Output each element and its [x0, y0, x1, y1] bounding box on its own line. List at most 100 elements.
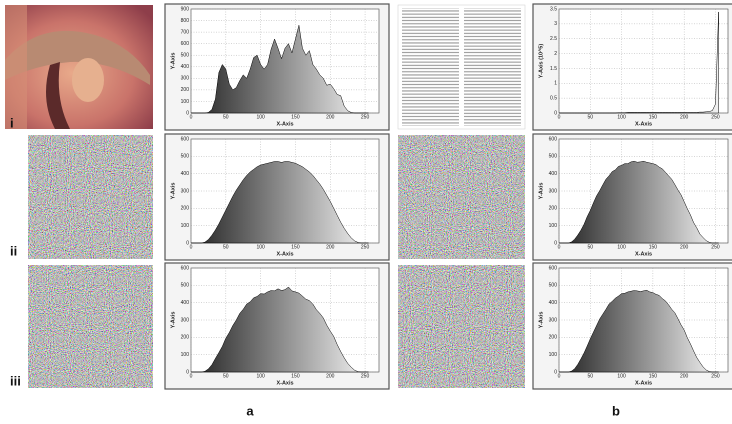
y-tick-label: 0.5: [550, 95, 557, 101]
x-tick-label: 250: [361, 244, 370, 250]
document-image: [397, 4, 526, 130]
y-tick-label: 0: [554, 240, 557, 246]
x-tick-label: 50: [223, 114, 229, 120]
x-tick-label: 100: [617, 373, 626, 379]
y-tick-label: 700: [181, 29, 190, 35]
x-tick-label: 50: [588, 244, 594, 250]
x-tick-label: 50: [223, 373, 229, 379]
x-tick-label: 250: [361, 373, 370, 379]
y-tick-label: 600: [181, 136, 190, 142]
y-axis-label: Y-Axis: [538, 312, 544, 329]
encrypted-image: [398, 265, 525, 388]
x-tick-label: 100: [256, 373, 265, 379]
encrypted-image: [398, 135, 525, 259]
row-label: i: [10, 115, 14, 130]
y-tick-label: 600: [549, 136, 558, 142]
y-axis-label: Y-Axis: [170, 312, 176, 329]
y-tick-label: 0: [186, 240, 189, 246]
x-tick-label: 50: [588, 373, 594, 379]
x-tick-label: 0: [190, 114, 193, 120]
y-tick-label: 3: [554, 21, 557, 27]
x-tick-label: 250: [711, 114, 720, 120]
y-tick-label: 500: [181, 53, 190, 59]
y-tick-label: 0: [186, 369, 189, 375]
column-label: b: [612, 403, 620, 418]
y-tick-label: 800: [181, 18, 190, 24]
histogram-chart: 0 100 200 300 400 500 600 700 800 900 0 50 100 150 200…: [164, 3, 390, 131]
y-axis-label: Y-Axis: [170, 183, 176, 200]
encrypted-image: [28, 135, 153, 259]
x-tick-label: 0: [190, 373, 193, 379]
histogram-chart: 0 100 200 300 400 500 600 0 50 100 150 200 250 X-Axis…: [164, 133, 390, 261]
row-label: ii: [10, 243, 17, 258]
histogram-area: [191, 286, 369, 373]
column-label: a: [246, 403, 254, 418]
x-axis-label: X-Axis: [635, 251, 652, 257]
y-tick-label: 3.5: [550, 6, 557, 12]
y-tick-label: 200: [549, 335, 558, 341]
y-tick-label: 300: [181, 188, 190, 194]
histogram-area: [559, 160, 719, 244]
x-tick-label: 150: [649, 114, 658, 120]
y-tick-label: 300: [181, 76, 190, 82]
y-tick-label: 2: [554, 51, 557, 57]
y-tick-label: 200: [549, 206, 558, 212]
plot-area: [558, 8, 729, 114]
x-tick-label: 0: [558, 373, 561, 379]
y-tick-label: 100: [549, 223, 558, 229]
x-tick-label: 200: [326, 114, 335, 120]
y-axis-label: Y-Axis: [170, 53, 176, 70]
y-tick-label: 200: [181, 87, 190, 93]
y-tick-label: 500: [181, 283, 190, 289]
histogram-area: [191, 25, 369, 114]
y-tick-label: 2.5: [550, 36, 557, 42]
x-tick-label: 100: [256, 114, 265, 120]
x-axis-label: X-Axis: [635, 380, 652, 386]
y-tick-label: 400: [181, 171, 190, 177]
y-tick-label: 200: [181, 206, 190, 212]
x-tick-label: 250: [361, 114, 370, 120]
x-tick-label: 200: [680, 114, 689, 120]
x-tick-label: 100: [617, 114, 626, 120]
row-label: iii: [10, 373, 21, 388]
y-tick-label: 300: [181, 317, 190, 323]
x-tick-label: 250: [711, 373, 720, 379]
x-tick-label: 250: [711, 244, 720, 250]
x-axis-label: X-Axis: [276, 380, 293, 386]
histogram-area: [559, 289, 719, 373]
x-tick-label: 100: [617, 244, 626, 250]
x-tick-label: 150: [291, 114, 300, 120]
histogram-chart: 0 100 200 300 400 500 600 0 50 100 150 200 250 X-Axis…: [532, 133, 732, 261]
y-tick-label: 400: [181, 64, 190, 70]
x-tick-label: 200: [680, 244, 689, 250]
y-tick-label: 200: [181, 335, 190, 341]
x-tick-label: 50: [588, 114, 594, 120]
x-tick-label: 150: [649, 244, 658, 250]
y-tick-label: 300: [549, 317, 558, 323]
y-tick-label: 100: [181, 223, 190, 229]
y-tick-label: 100: [181, 352, 190, 358]
histogram-area: [559, 11, 719, 114]
y-tick-label: 500: [549, 283, 558, 289]
x-tick-label: 150: [291, 373, 300, 379]
y-tick-label: 900: [181, 6, 190, 12]
x-tick-label: 200: [680, 373, 689, 379]
y-tick-label: 600: [549, 265, 558, 271]
y-tick-label: 500: [181, 154, 190, 160]
lena-image: [5, 5, 153, 129]
y-tick-label: 400: [549, 171, 558, 177]
x-tick-label: 150: [291, 244, 300, 250]
y-tick-label: 1: [554, 81, 557, 87]
y-axis-label: Y-Axis (10^5): [538, 44, 544, 79]
y-tick-label: 400: [181, 300, 190, 306]
y-tick-label: 500: [549, 154, 558, 160]
histogram-chart: 0 100 200 300 400 500 600 0 50 100 150 200 250 X-Axis…: [164, 262, 390, 390]
x-tick-label: 0: [558, 244, 561, 250]
x-axis-label: X-Axis: [635, 121, 652, 127]
x-tick-label: 100: [256, 244, 265, 250]
y-tick-label: 0: [554, 369, 557, 375]
y-axis-label: Y-Axis: [538, 183, 544, 200]
y-tick-label: 0: [554, 110, 557, 116]
